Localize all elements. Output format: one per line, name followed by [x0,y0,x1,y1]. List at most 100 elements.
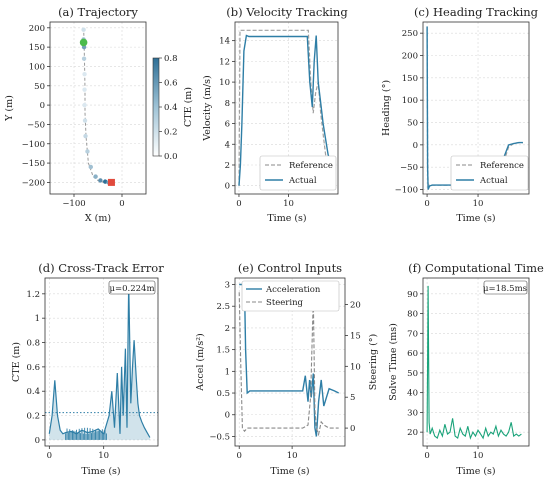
ytick-label: −150 [22,159,45,169]
cte-area [49,281,150,440]
ytick-label: −0.5 [209,432,230,442]
panel-control: 0 10 −0.5 0 0.5 1 1.5 2 2.5 3 0 5 10 15 20 (e) Control… [195,261,379,477]
xtick-label: 10 [473,199,484,209]
ytick-label: 80 [407,310,418,320]
xtick-label: −100 [62,199,85,209]
trajectory-point [82,87,87,92]
trajectory-frame [49,21,147,195]
panel-trajectory: −100 0 −200 −150 −100 −50 0 50 100 150 200 (a) Tra… [4,5,194,224]
xtick-label: 0 [236,199,241,209]
ytick-label: 0.8 [26,339,40,349]
legend-acceleration: Acceleration [265,285,321,295]
ytick-label: 1 [35,314,40,324]
trajectory-point [82,102,87,108]
control-xlabel: Time (s) [270,466,309,477]
ytick-label: 50 [34,82,45,92]
ytick-label: 0.4 [26,387,40,397]
solve-annotation-box [483,280,528,295]
ytick-label: 2.5 [216,302,230,312]
ytick2-label: 10 [350,362,361,372]
trajectory-point [98,178,103,183]
legend-reference: Reference [480,161,524,171]
xtick-label: 10 [287,451,298,461]
panel-heading: 0 10 −100 −50 0 50 100 150 200 250 (c) Heading Tr… [381,5,539,224]
ytick-label: 0.5 [216,389,230,399]
ytick-label: 0 [225,182,230,192]
ytick-label: 6 [225,120,230,130]
ytick-label: 10 [219,78,230,88]
ytick-label: 3 [225,281,230,291]
legend-reference: Reference [289,161,333,171]
panel-cte: 0 10 0 0.2 0.4 0.6 0.8 1 1.2 (d) Cross-Track Err… [11,261,164,477]
ytick-label: −50 [400,163,418,173]
trajectory-point [88,164,94,170]
velocity-frame [234,21,339,195]
ytick-label: 50 [407,369,418,379]
ytick-label: 0 [413,141,418,151]
colorbar-tick-label: 0.6 [164,79,178,89]
velocity-legend: Reference Actual [259,155,337,191]
ytick-label: 2 [225,324,230,334]
velocity-title: (b) Velocity Tracking [226,5,348,19]
trajectory-point [81,27,86,32]
velocity-ylabel: Velocity (m/s) [202,75,213,141]
solve-ylabel: Solve Time (ms) [388,323,399,401]
solve-frame [422,277,530,447]
trajectory-xlabel: X (m) [85,213,111,224]
cte-line [48,281,151,438]
ytick-label: 150 [29,43,45,53]
colorbar-tick-label: 0.0 [164,152,178,162]
ytick2-label: 0 [350,424,355,434]
solve-line [426,285,522,440]
xtick-label: 0 [47,451,52,461]
trajectory-point [81,56,87,61]
trajectory-point [82,71,87,77]
xtick-label: 10 [283,199,294,209]
ytick-label: 100 [402,96,418,106]
control-ylabel-right: Steering (°) [368,334,379,391]
solve-title: (f) Computational Time [408,261,544,275]
xtick-label: 10 [473,451,484,461]
ytick-label: 1.5 [216,346,230,356]
cte-ylabel: CTE (m) [11,342,22,382]
ytick-label: −100 [22,140,45,150]
xtick-label: 10 [98,451,109,461]
xtick-label: 0 [424,199,429,209]
ytick-label: 90 [407,290,418,300]
xtick-label: 0 [424,451,429,461]
xtick-label: 0 [119,199,124,209]
trajectory-point [103,179,108,184]
control-ylabel-left: Accel (m/s²) [195,333,206,392]
cte-annotation-box [108,280,156,295]
ytick2-label: 5 [350,393,355,403]
colorbar [152,57,160,157]
ytick-label: 60 [407,349,418,359]
ytick-label: 200 [402,52,418,62]
legend-actual: Actual [288,176,317,186]
ytick-label: 1 [225,367,230,377]
ytick-label: 0.2 [26,412,40,422]
series-steering [238,292,339,437]
ytick2-label: 15 [350,331,361,341]
ytick-label: 0 [35,436,40,446]
heading-frame [422,21,530,195]
ytick-label: 4 [225,140,230,150]
series-reference [238,29,333,186]
ytick-label: −100 [395,186,418,196]
control-frame [234,277,346,447]
colorbar-tick-label: 0.8 [164,54,178,64]
ytick-label: 100 [29,62,45,72]
ytick-label: 150 [402,74,418,84]
ytick-label: 70 [407,329,418,339]
ytick-label: 8 [225,99,230,109]
solve-xlabel: Time (s) [456,466,495,477]
ytick-label: 0 [225,411,230,421]
ytick-label: 50 [407,119,418,129]
ytick-label: 12 [219,57,230,67]
ytick-label: 2 [225,161,230,171]
ytick-label: 1.2 [26,290,40,300]
control-legend: Acceleration Steering [241,280,340,312]
panel-velocity: 0 10 0 2 4 6 8 10 12 14 (b) Velocity Tracking Tim… [202,5,348,224]
end-marker [107,178,115,186]
